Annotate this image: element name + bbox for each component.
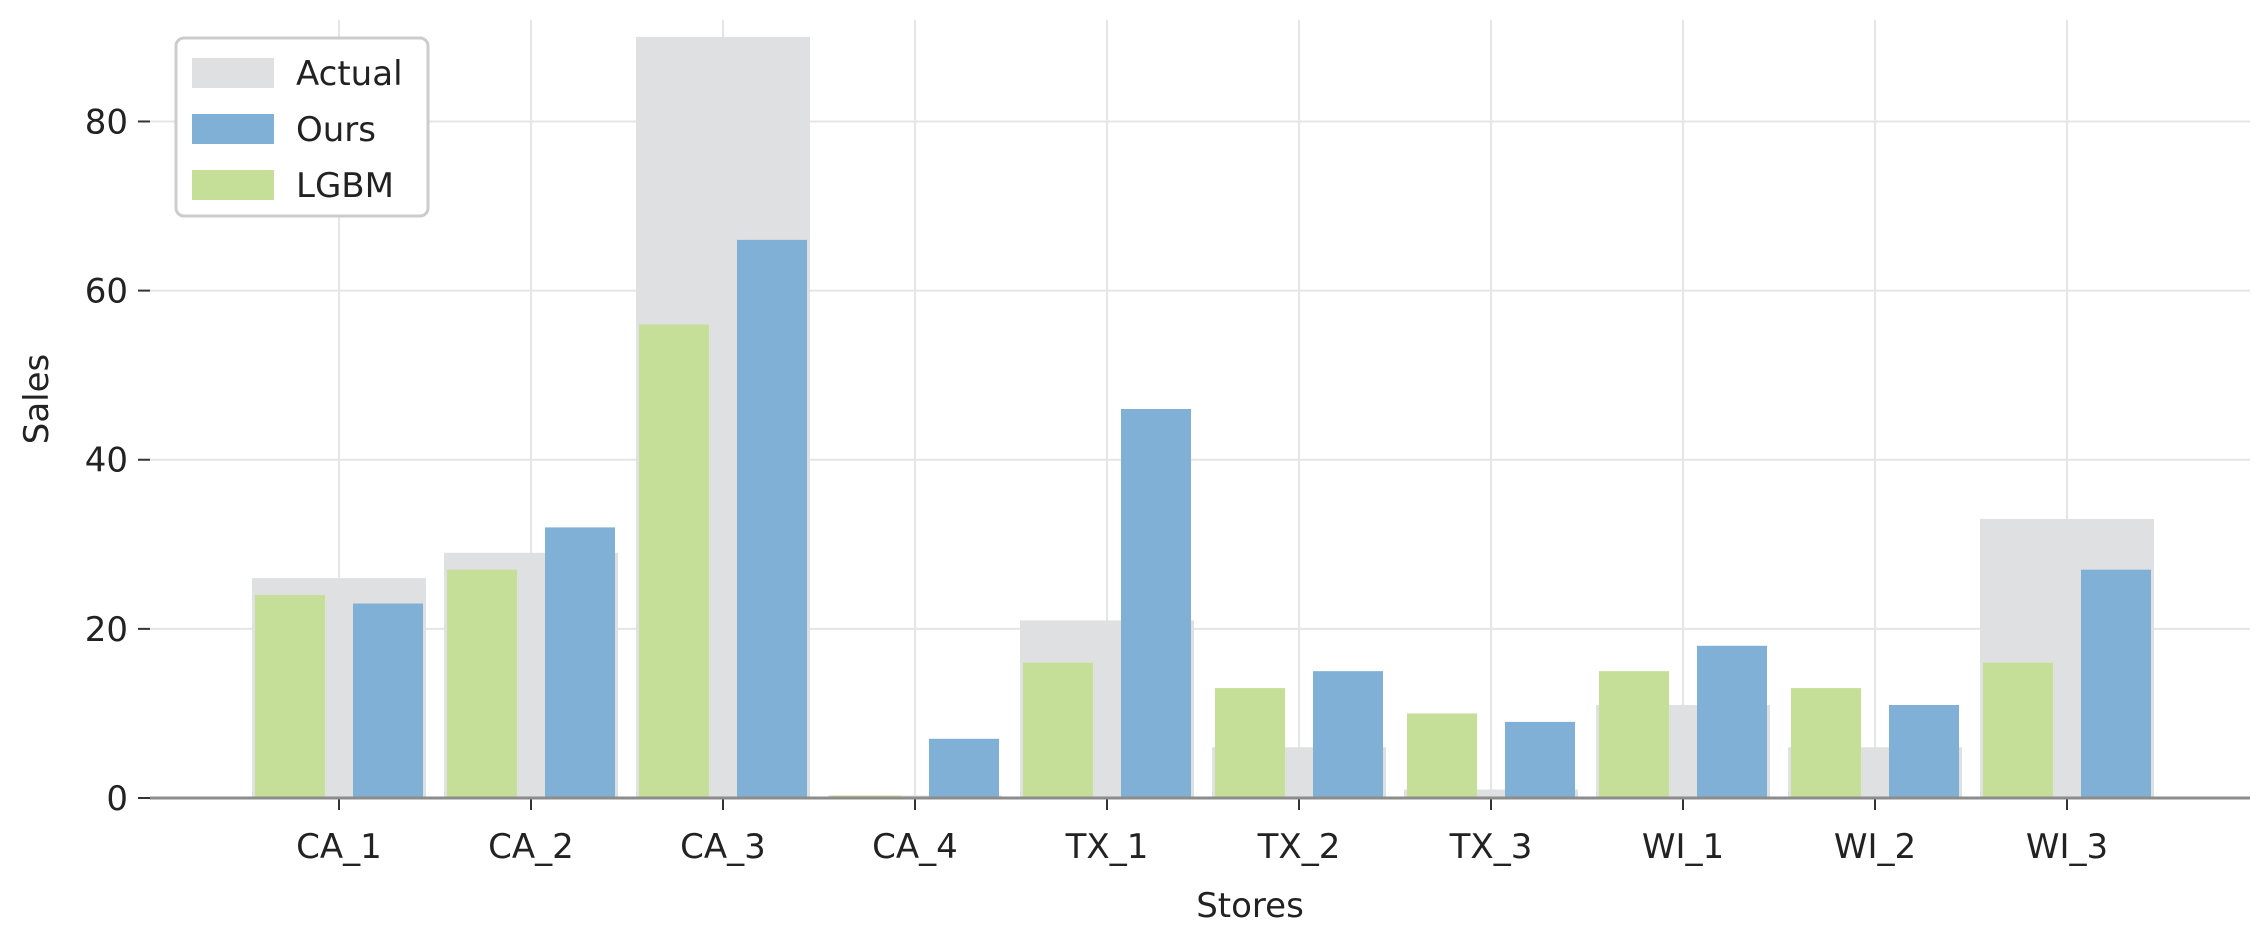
legend-swatch-actual <box>192 58 274 88</box>
y-tick-label-0: 0 <box>106 779 128 819</box>
bars <box>252 36 2154 799</box>
bar-lgbm-WI_3 <box>1983 662 2053 798</box>
x-tick-label-TX_1: TX_1 <box>1065 827 1149 867</box>
x-tick-label-TX_3: TX_3 <box>1449 827 1533 867</box>
legend-label-actual: Actual <box>296 54 403 94</box>
y-tick-label-20: 20 <box>85 610 128 650</box>
bar-ours-TX_1 <box>1121 409 1191 798</box>
bar-lgbm-CA_1 <box>255 595 325 798</box>
bar-lgbm-WI_1 <box>1599 671 1669 798</box>
bar-lgbm-CA_2 <box>447 569 517 798</box>
bar-lgbm-TX_3 <box>1407 713 1477 798</box>
y-axis-label: Sales <box>17 354 57 445</box>
bar-lgbm-WI_2 <box>1791 688 1861 798</box>
y-tick-label-60: 60 <box>85 272 128 312</box>
axes <box>138 120 2250 810</box>
x-tick-label-WI_3: WI_3 <box>2026 827 2108 867</box>
bar-lgbm-CA_3 <box>639 324 709 798</box>
bar-ours-WI_2 <box>1889 704 1959 798</box>
x-tick-label-TX_2: TX_2 <box>1257 827 1341 867</box>
legend-swatch-lgbm <box>192 170 274 200</box>
bar-actual-TX_3 <box>1404 789 1578 798</box>
x-tick-label-WI_1: WI_1 <box>1642 827 1724 867</box>
bar-ours-CA_1 <box>353 603 423 798</box>
bar-lgbm-TX_1 <box>1023 662 1093 798</box>
x-tick-label-CA_2: CA_2 <box>488 827 574 867</box>
x-tick-label-CA_1: CA_1 <box>296 827 382 867</box>
y-tick-labels: 0 20 40 60 80 <box>85 102 128 819</box>
bar-ours-WI_3 <box>2081 569 2151 798</box>
legend-label-lgbm: LGBM <box>296 166 394 206</box>
bar-ours-CA_4 <box>929 738 999 798</box>
y-tick-label-40: 40 <box>85 441 128 481</box>
bar-ours-WI_1 <box>1697 645 1767 798</box>
bar-ours-TX_3 <box>1505 721 1575 798</box>
bar-ours-CA_2 <box>545 527 615 798</box>
legend-swatch-ours <box>192 114 274 144</box>
x-tick-label-WI_2: WI_2 <box>1834 827 1916 867</box>
y-tick-label-80: 80 <box>85 102 128 142</box>
x-tick-labels: CA_1 CA_2 CA_3 CA_4 TX_1 TX_2 TX_3 WI_1 WI_2 WI_3 <box>296 827 2108 867</box>
legend-label-ours: Ours <box>296 110 376 150</box>
x-tick-label-CA_4: CA_4 <box>872 827 958 867</box>
bar-ours-TX_2 <box>1313 671 1383 798</box>
bar-ours-CA_3 <box>737 239 807 798</box>
x-tick-label-CA_3: CA_3 <box>680 827 766 867</box>
bar-lgbm-TX_2 <box>1215 688 1285 798</box>
legend: Actual Ours LGBM <box>174 36 430 218</box>
x-axis-label: Stores <box>1196 886 1304 926</box>
